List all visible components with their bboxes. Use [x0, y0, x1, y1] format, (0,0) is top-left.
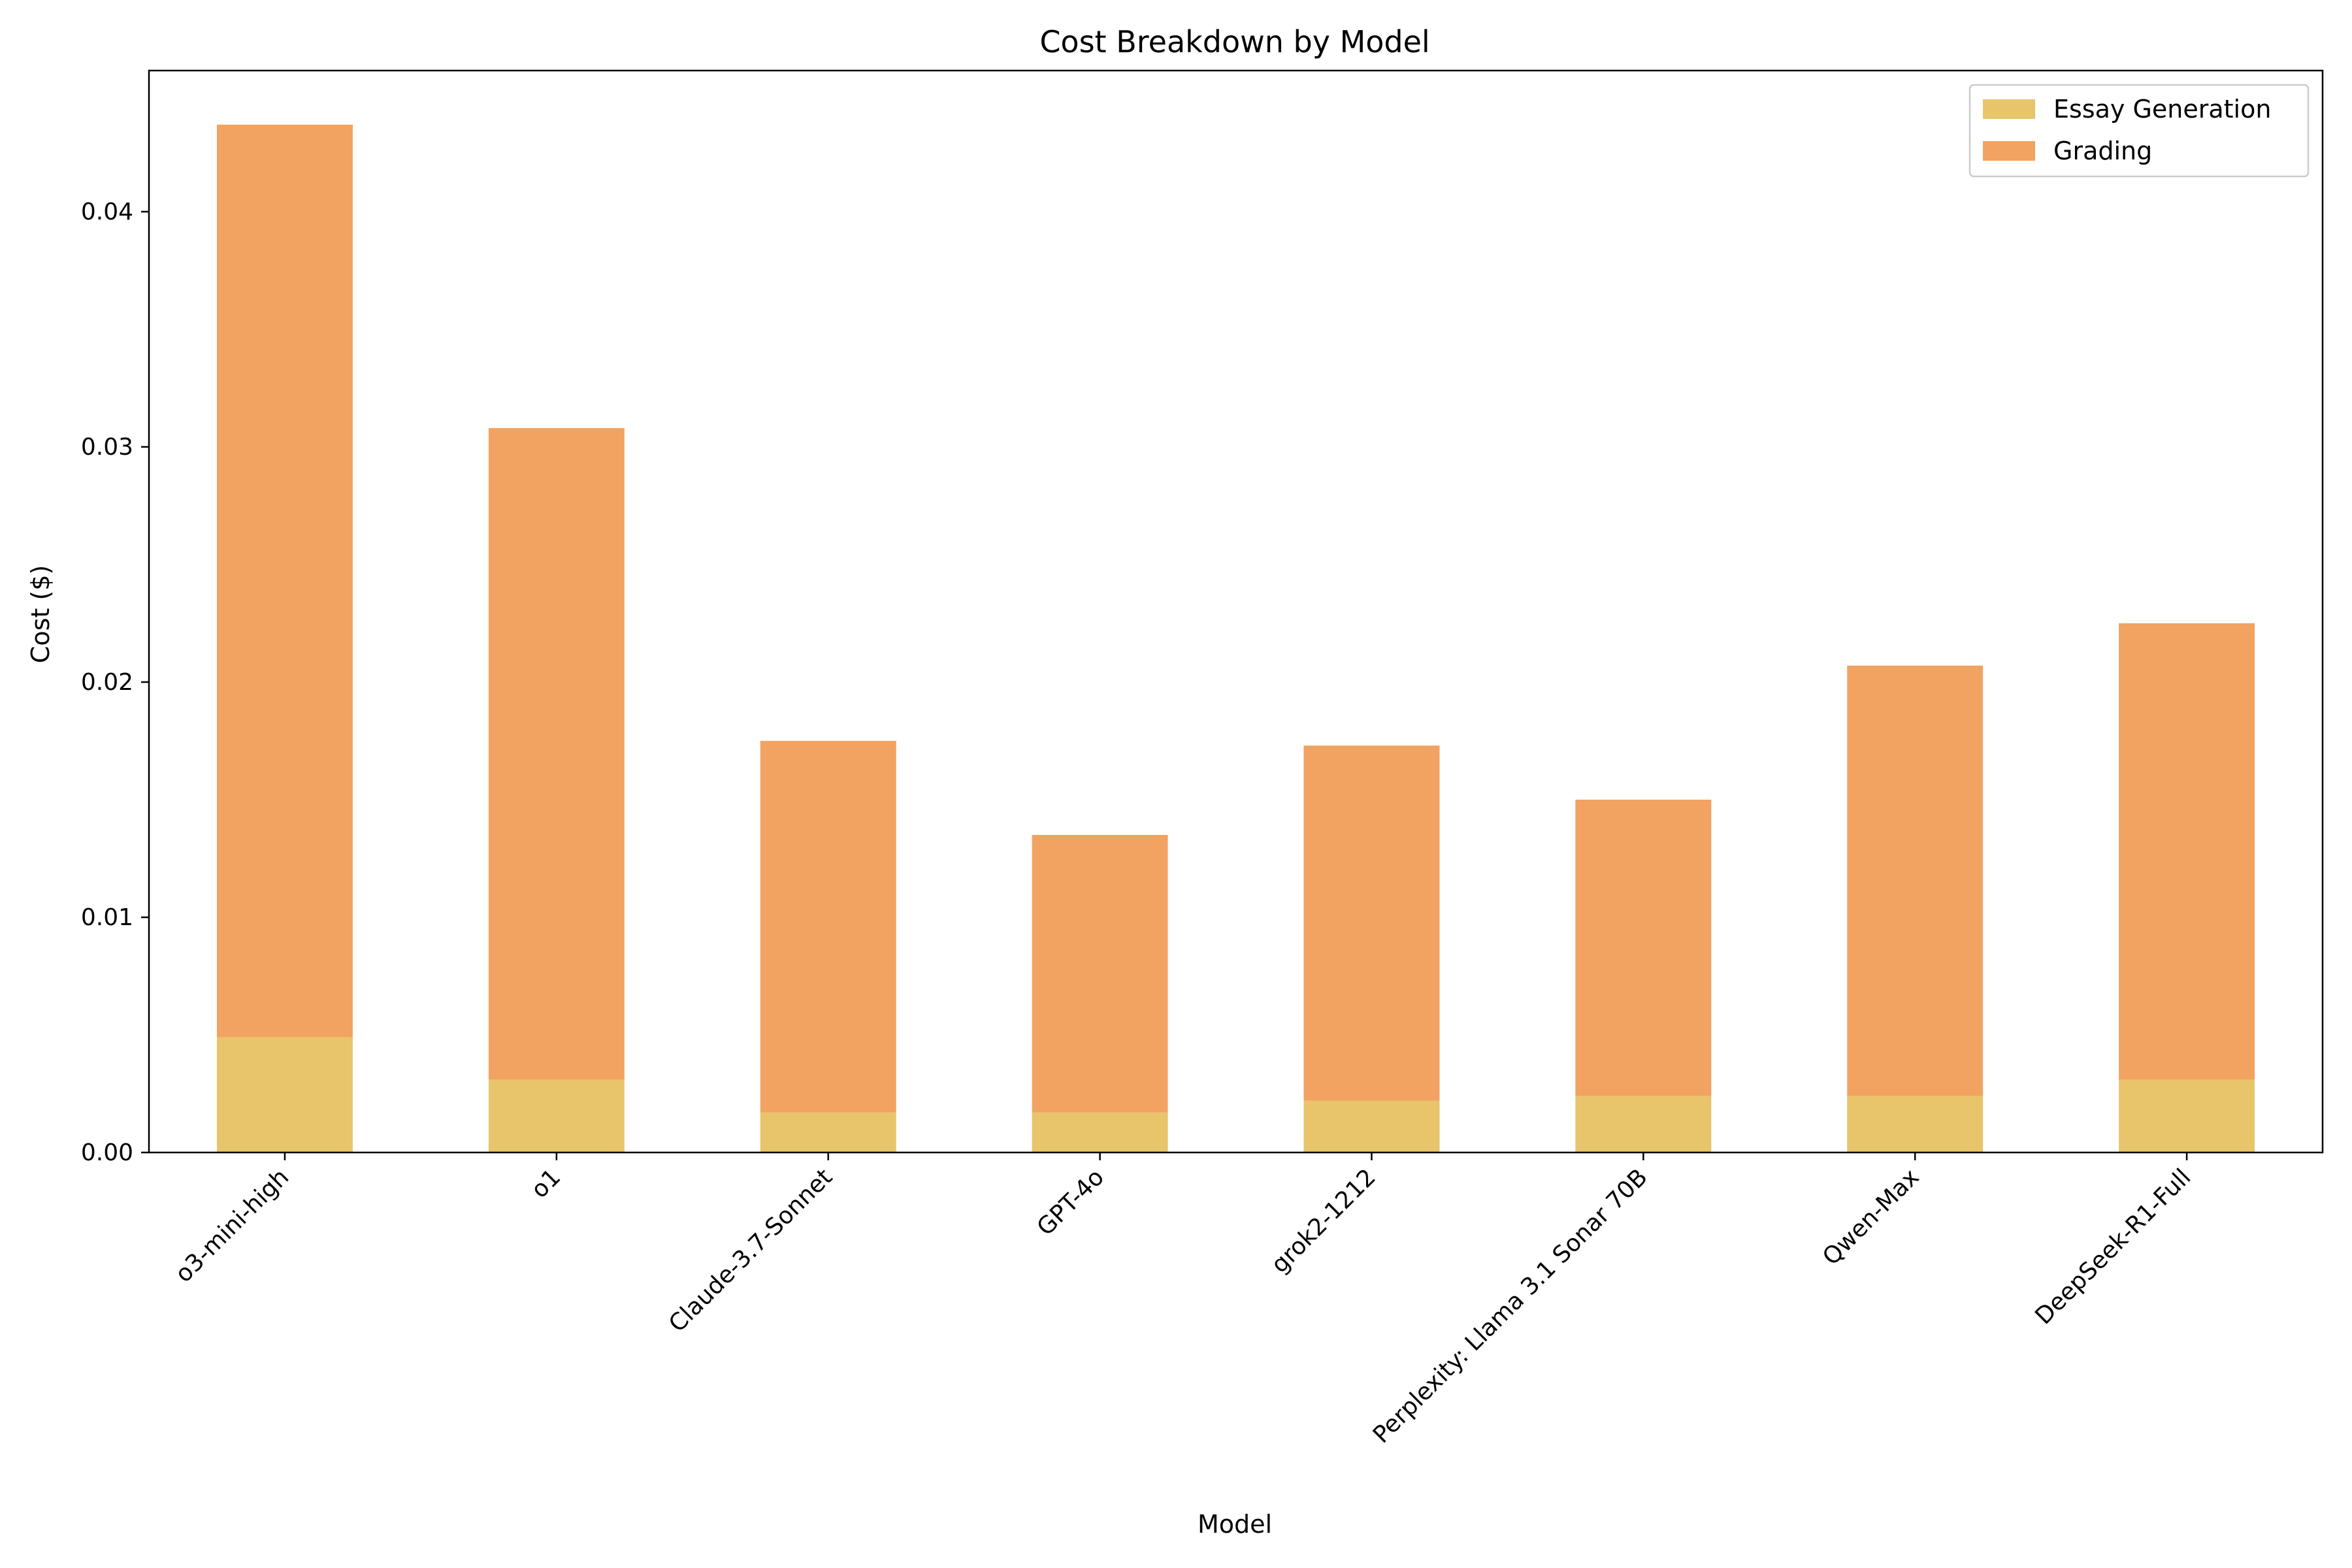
bar-essay-generation-1 — [488, 1079, 625, 1152]
chart-title: Cost Breakdown by Model — [1039, 24, 1429, 59]
bars-layer — [216, 124, 2255, 1152]
bar-grading-4 — [1303, 745, 1440, 1101]
bar-grading-2 — [760, 741, 896, 1113]
bar-essay-generation-0 — [216, 1037, 353, 1152]
y-tick-label: 0.03 — [81, 434, 133, 461]
bar-grading-1 — [488, 428, 625, 1080]
legend-swatch-grading — [1983, 141, 2035, 161]
bar-essay-generation-6 — [1847, 1096, 1984, 1152]
bar-grading-3 — [1032, 835, 1168, 1113]
bar-grading-5 — [1575, 800, 1712, 1096]
y-tick-label: 0.02 — [81, 669, 133, 696]
legend-swatch-essay-generation — [1983, 99, 2035, 119]
plot-frame — [148, 69, 2324, 1154]
bar-essay-generation-7 — [2119, 1079, 2255, 1152]
legend: Essay Generation Grading — [1968, 84, 2310, 178]
bar-essay-generation-4 — [1303, 1100, 1440, 1152]
y-tick-label: 0.04 — [81, 199, 133, 225]
bar-grading-0 — [216, 124, 353, 1037]
legend-label-grading: Grading — [2053, 137, 2152, 165]
bar-essay-generation-3 — [1032, 1112, 1168, 1152]
bar-essay-generation-5 — [1575, 1096, 1712, 1152]
y-axis-label: Cost ($) — [26, 565, 55, 663]
y-tick-label: 0.01 — [81, 904, 133, 931]
x-axis-label: Model — [1198, 1510, 1272, 1539]
bar-grading-6 — [1847, 665, 1984, 1096]
y-tick-label: 0.00 — [81, 1139, 133, 1166]
bar-grading-7 — [2119, 623, 2255, 1080]
legend-box — [1968, 84, 2310, 178]
legend-label-essay-generation: Essay Generation — [2053, 95, 2271, 123]
bar-essay-generation-2 — [760, 1112, 896, 1152]
